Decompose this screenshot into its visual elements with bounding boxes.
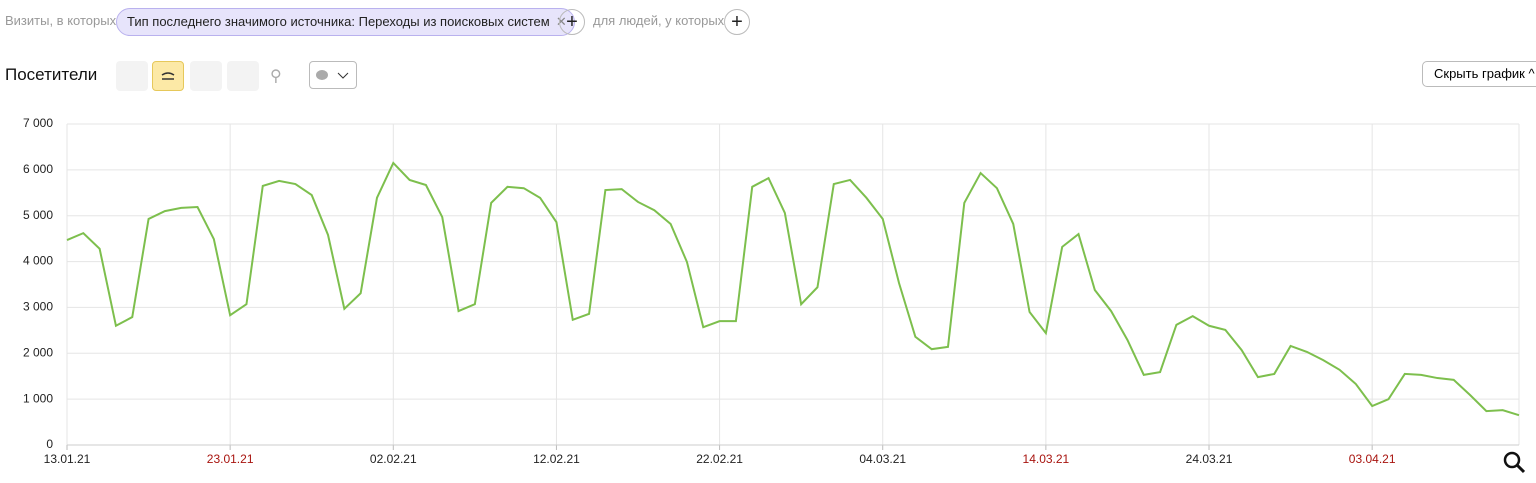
line-icon [161, 72, 175, 80]
filter-chip[interactable]: Тип последнего значимого источника: Пере… [116, 8, 575, 36]
section-title: Посетители [5, 65, 98, 84]
add-filter[interactable]: + [559, 9, 585, 35]
y-tick-label: 1 000 [23, 391, 53, 405]
notes-button[interactable] [309, 61, 357, 89]
x-tick-label: 23.01.21 [207, 452, 254, 466]
area-chart-button[interactable] [190, 61, 222, 91]
y-tick-label: 2 000 [23, 345, 53, 359]
add-people-filter[interactable]: + [724, 9, 750, 35]
filter-people: для людей, у которых [593, 13, 725, 28]
notes-icon [316, 70, 349, 80]
y-tick-label: 5 000 [23, 208, 53, 222]
hide-chart-button[interactable]: Скрыть график ^ [1422, 61, 1536, 87]
x-tick-label: 13.01.21 [44, 452, 91, 466]
map-button[interactable]: ⚲ [270, 68, 282, 85]
x-tick-label: 02.02.21 [370, 452, 417, 466]
x-tick-label: 22.02.21 [696, 452, 743, 466]
y-tick-label: 4 000 [23, 254, 53, 268]
x-tick-label: 24.03.21 [1186, 452, 1233, 466]
y-tick-label: 7 000 [23, 116, 53, 130]
line-chart-button[interactable] [152, 61, 184, 91]
x-tick-label: 03.04.21 [1349, 452, 1396, 466]
pie-chart-button[interactable] [116, 61, 148, 91]
filter-prefix: Визиты, в которых [5, 13, 117, 28]
y-tick-label: 6 000 [23, 162, 53, 176]
chip-text: Тип последнего значимого источника: Пере… [127, 14, 550, 29]
y-tick-label: 0 [46, 437, 53, 451]
x-tick-label: 14.03.21 [1023, 452, 1070, 466]
y-tick-label: 3 000 [23, 300, 53, 314]
x-tick-label: 12.02.21 [533, 452, 580, 466]
x-tick-label: 04.03.21 [859, 452, 906, 466]
hide-chart-text: Скрыть график [1434, 66, 1525, 81]
bar-chart-button[interactable] [227, 61, 259, 91]
zoom-icon[interactable] [1503, 451, 1526, 474]
plot: 0 1 000 2 000 3 000 4 000 5 000 6 000 7 000 13.0… [23, 116, 1520, 466]
series-line [66, 161, 1520, 417]
